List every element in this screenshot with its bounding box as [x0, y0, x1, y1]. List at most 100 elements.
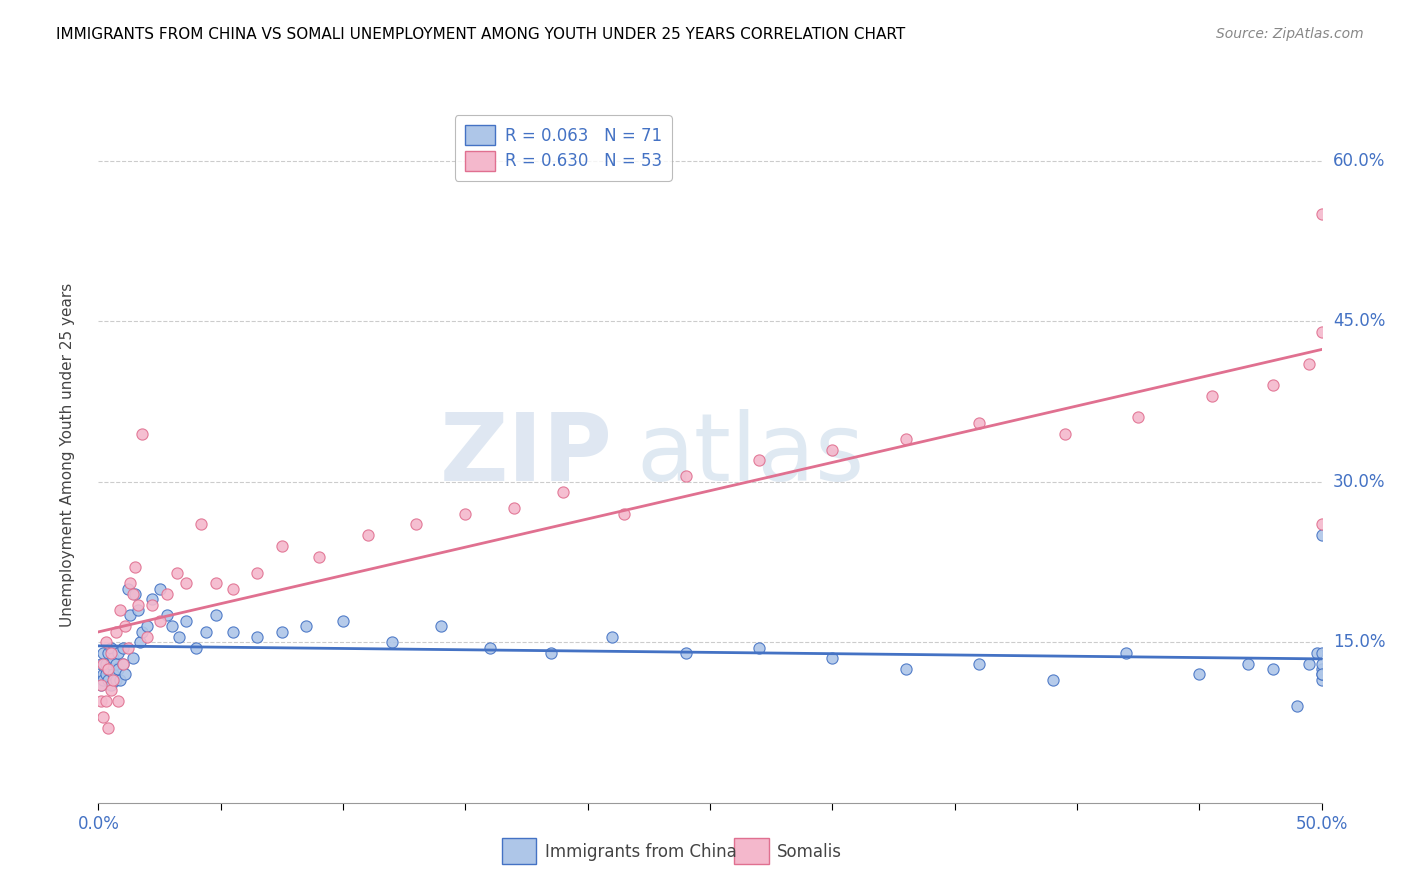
Point [110, 603, 132, 617]
FancyBboxPatch shape [734, 838, 769, 864]
Point [111, 657, 134, 671]
Point [748, 453, 770, 467]
Point [120, 576, 142, 591]
Point [675, 646, 697, 660]
Point [1310, 673, 1333, 687]
Point [308, 549, 330, 564]
Text: Somalis: Somalis [778, 843, 842, 861]
Point [114, 619, 136, 633]
Point [675, 469, 697, 483]
Point [176, 614, 198, 628]
Point [1261, 378, 1284, 392]
Point [107, 646, 129, 660]
Point [100, 678, 122, 692]
Point [356, 528, 378, 542]
Point [121, 651, 143, 665]
Point [270, 539, 294, 553]
Text: ZIP: ZIP [439, 409, 612, 501]
Point [967, 657, 990, 671]
Point [405, 517, 427, 532]
Point [205, 576, 228, 591]
Text: 30.0%: 30.0% [1333, 473, 1385, 491]
Point [1053, 426, 1076, 441]
Point [120, 608, 142, 623]
Point [90, 678, 112, 692]
Point [136, 619, 159, 633]
Point [205, 608, 228, 623]
Point [97, 673, 120, 687]
Point [111, 657, 134, 671]
Point [454, 507, 477, 521]
Point [136, 630, 159, 644]
Point [94, 662, 117, 676]
Point [166, 566, 188, 580]
Point [1310, 667, 1333, 681]
Point [1128, 410, 1150, 425]
Point [94, 657, 117, 671]
Text: 45.0%: 45.0% [1333, 312, 1385, 330]
Point [1310, 646, 1333, 660]
Point [748, 640, 770, 655]
Point [270, 624, 294, 639]
Point [894, 662, 917, 676]
Point [111, 640, 134, 655]
Point [100, 646, 122, 660]
Point [1115, 646, 1137, 660]
Point [1310, 325, 1333, 339]
Point [160, 619, 183, 633]
Point [127, 598, 149, 612]
Point [121, 587, 143, 601]
Point [97, 646, 120, 660]
Point [110, 673, 132, 687]
Point [478, 640, 501, 655]
Point [131, 624, 153, 639]
Point [156, 587, 179, 601]
Text: 60.0%: 60.0% [1333, 152, 1385, 169]
Point [97, 662, 120, 676]
Point [101, 667, 124, 681]
Point [1310, 657, 1333, 671]
Point [129, 635, 152, 649]
FancyBboxPatch shape [502, 838, 536, 864]
Point [94, 635, 117, 649]
Point [124, 560, 146, 574]
Point [1261, 662, 1284, 676]
Point [821, 442, 844, 457]
Point [104, 657, 127, 671]
Point [1237, 657, 1260, 671]
Point [503, 501, 526, 516]
Point [332, 614, 354, 628]
Point [167, 630, 190, 644]
Point [104, 624, 127, 639]
Point [90, 657, 112, 671]
Point [94, 667, 117, 681]
Point [190, 517, 212, 532]
Point [246, 566, 269, 580]
Point [91, 673, 114, 687]
Point [100, 640, 122, 655]
Point [1310, 207, 1333, 221]
Point [540, 646, 562, 660]
Point [107, 694, 129, 708]
Point [91, 657, 114, 671]
Point [430, 619, 453, 633]
Point [94, 694, 117, 708]
Point [97, 721, 120, 735]
Point [1042, 673, 1064, 687]
Point [967, 416, 990, 430]
Point [104, 673, 127, 687]
Point [117, 640, 139, 655]
Point [101, 651, 124, 665]
Point [821, 651, 844, 665]
Point [222, 582, 245, 596]
Point [246, 630, 269, 644]
Point [553, 485, 575, 500]
Point [894, 432, 917, 446]
Point [1310, 667, 1333, 681]
Point [107, 662, 129, 676]
Point [131, 426, 153, 441]
Point [124, 587, 146, 601]
Point [117, 582, 139, 596]
Point [91, 646, 114, 660]
Point [1306, 646, 1329, 660]
